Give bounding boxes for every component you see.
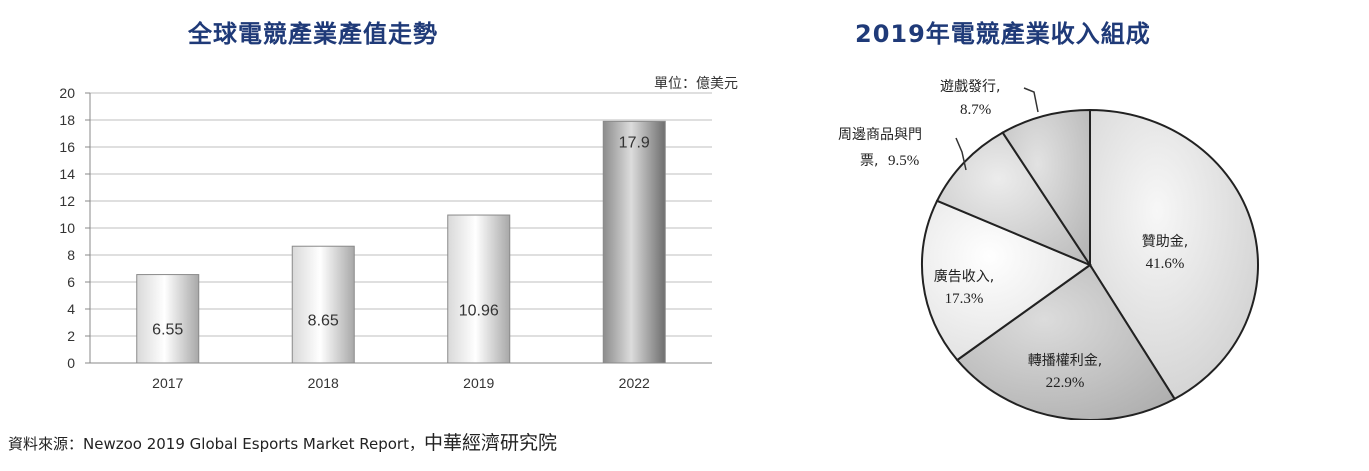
source-note: 資料來源：Newzoo 2019 Global Esports Market R…: [8, 428, 557, 455]
pie-label: 廣告收入,: [934, 268, 994, 285]
pie-label: 周邊商品與門: [838, 127, 922, 143]
pie-percent: 9.5%: [888, 153, 919, 169]
y-tick-label: 16: [59, 139, 75, 155]
x-tick-label: 2017: [152, 375, 183, 391]
pie-percent: 41.6%: [1146, 256, 1185, 272]
unit-label: 單位：億美元: [654, 76, 738, 92]
x-tick-label: 2022: [619, 375, 650, 391]
bar-2018: [291, 245, 355, 364]
y-tick-label: 20: [59, 85, 75, 101]
pie-slice-4: [1001, 108, 1091, 269]
y-tick-label: 8: [67, 247, 75, 263]
bar-2017: [136, 274, 200, 364]
y-tick-label: 2: [67, 328, 75, 344]
pie-percent: 8.7%: [960, 102, 991, 118]
leader-line: [955, 137, 967, 171]
bar-2022: [602, 120, 666, 364]
bar-value-label: 8.65: [308, 313, 339, 330]
y-tick-label: 0: [67, 355, 75, 371]
bar-value-label: 17.9: [619, 134, 650, 151]
y-tick-label: 14: [59, 166, 75, 182]
source-text: 資料來源：Newzoo 2019 Global Esports Market R…: [8, 435, 424, 453]
pie-label-cont: 票,: [860, 153, 878, 169]
pie-slice-0: [1089, 108, 1259, 401]
pie-slice-1: [955, 263, 1177, 420]
pie-label: 轉播權利金,: [1028, 353, 1102, 369]
y-tick-label: 6: [67, 274, 75, 290]
y-tick-label: 10: [59, 220, 75, 236]
y-tick-label: 4: [67, 301, 75, 317]
pie-chart-title: 2019年電競產業收入組成: [855, 20, 1151, 48]
bar-chart-title: 全球電競產業產值走勢: [188, 20, 438, 48]
source-org: 中華經濟研究院: [423, 432, 557, 454]
x-tick-label: 2018: [308, 375, 339, 391]
y-tick-label: 12: [59, 193, 75, 209]
pie-percent: 17.3%: [945, 291, 984, 307]
bar-value-label: 10.96: [459, 303, 499, 320]
pie-label: 贊助金,: [1142, 234, 1188, 250]
leader-line: [1023, 87, 1039, 113]
x-tick-label: 2019: [463, 375, 494, 391]
bar-chart: 0 2 4 6 8 10 12 14 16 18 20 單位：億美元 6.55 2017 8.65 2018 1…: [59, 76, 738, 391]
bar-2019: [447, 214, 511, 364]
pie-label: 遊戲發行,: [940, 79, 1000, 95]
pie-slice-2: [921, 199, 1093, 362]
bar-value-label: 6.55: [152, 322, 183, 339]
pie-percent: 22.9%: [1046, 375, 1085, 391]
y-tick-label: 18: [59, 112, 75, 128]
